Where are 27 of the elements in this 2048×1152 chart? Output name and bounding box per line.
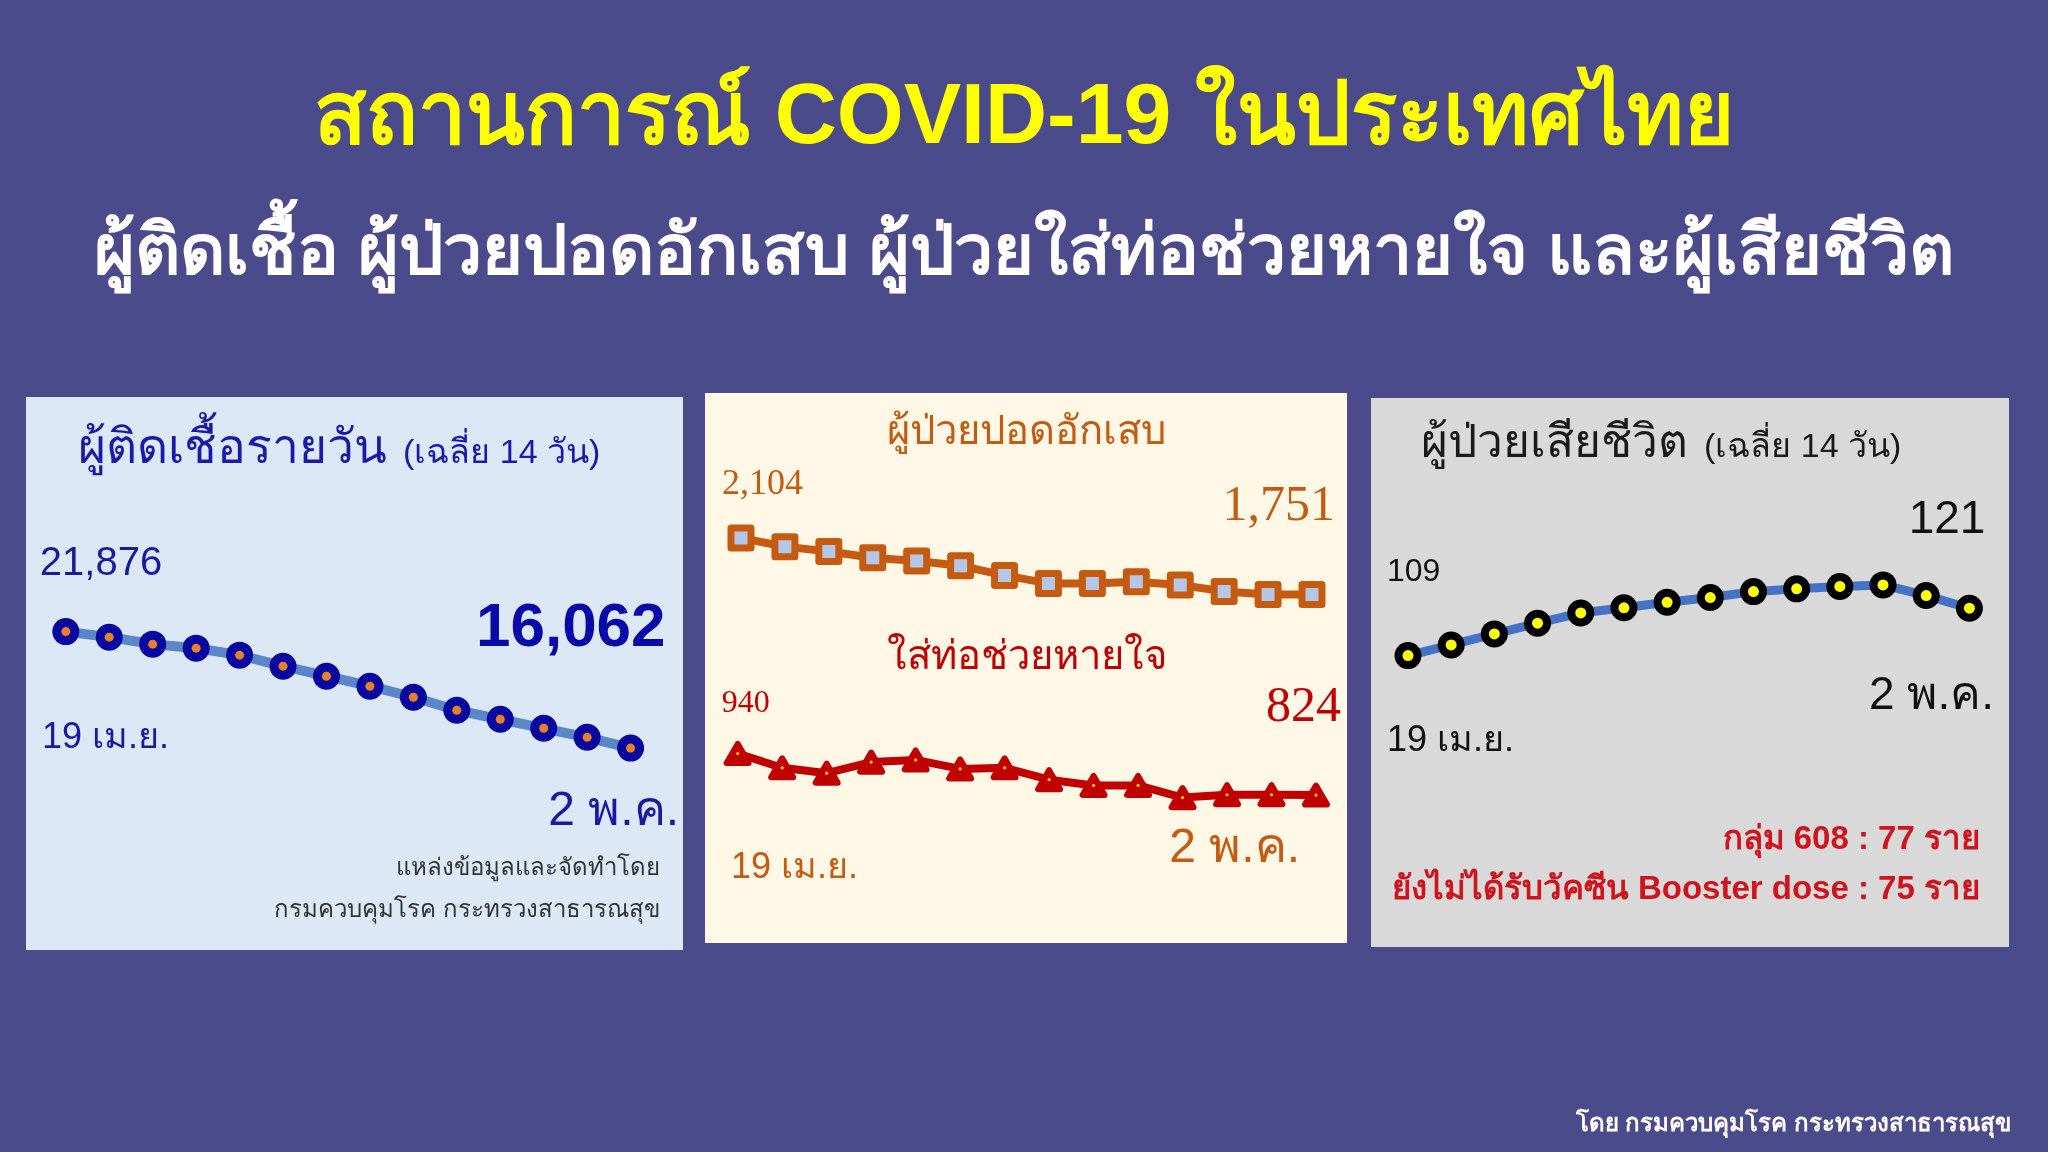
value-label: 21,876 (39, 537, 163, 585)
annotation: ยังไม่ได้รับวัคซีน Booster dose : 75 ราย (1391, 867, 1980, 908)
annotation: กลุ่ม 608 : 77 ราย (1722, 812, 1980, 865)
annotation: 19 เม.ย. (731, 844, 859, 888)
value-label: 16,062 (475, 589, 666, 662)
value-label: 109 (1387, 550, 1441, 590)
value-label: 824 (1266, 675, 1341, 735)
title: ผู้ป่วยเสียชีวิต (1421, 414, 1688, 471)
annotation: แหล่งข้อมูลและจัดทำโดย (396, 852, 660, 884)
annotation: โดย กรมควบคุมโรค กระทรวงสาธารณสุข (1575, 1107, 2011, 1140)
value-label: 940 (721, 682, 770, 721)
title: สถานการณ์ COVID-19 ในประเทศไทย (313, 63, 1735, 163)
annotation: กรมควบคุมโรค กระทรวงสาธารณสุข (274, 894, 660, 926)
annotation: 2 พ.ค. (1869, 666, 1994, 721)
annotation: 19 เม.ย. (42, 714, 170, 758)
subtitle: ผู้ติดเชื้อ ผู้ป่วยปอดอักเสบ ผู้ป่วยใส่ท่อช่วยหายใจ และผู้เสียชีวิต (93, 194, 1955, 306)
value-label: 1,751 (1222, 474, 1335, 534)
annotation: 19 เม.ย. (1387, 717, 1515, 761)
title: ผู้ติดเชื้อรายวัน (78, 409, 387, 486)
subtitle: (เฉลี่ย 14 วัน) (1704, 418, 1902, 473)
annotation: 2 พ.ค. (548, 781, 679, 837)
title: ผู้ป่วยปอดอักเสบ (886, 407, 1166, 456)
title: ใส่ท่อช่วยหายใจ (887, 632, 1167, 679)
subtitle: (เฉลี่ย 14 วัน) (403, 424, 601, 479)
annotation: 2 พ.ค. (1169, 818, 1300, 874)
value-label: 2,104 (722, 461, 803, 504)
value-label: 121 (1908, 490, 1986, 546)
